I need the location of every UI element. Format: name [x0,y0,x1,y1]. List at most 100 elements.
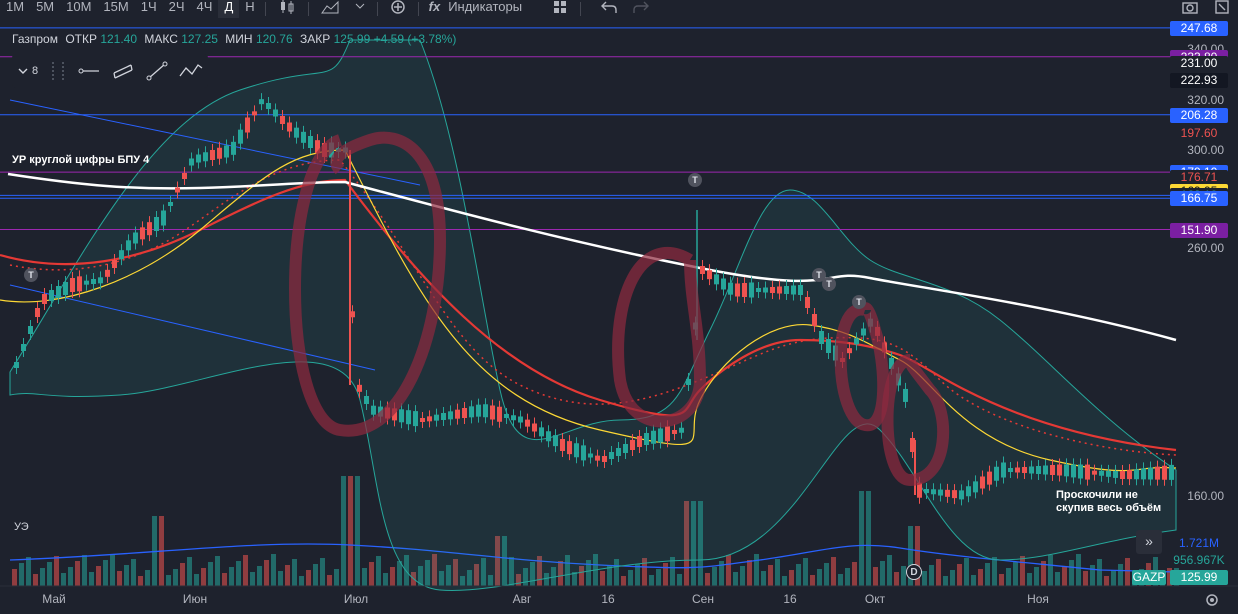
drag-handle[interactable] [52,62,65,80]
volume-bar [656,569,661,586]
volume-bar [712,567,717,586]
candle-body [861,328,866,336]
volume-bar [572,572,577,586]
volume-bar [1069,560,1074,586]
candle-body [91,279,96,284]
volume-bar [194,574,199,586]
volume-bar [460,576,465,586]
candle-body [644,433,649,445]
volume-bar [264,560,269,586]
redo-icon[interactable] [625,0,657,18]
trend-line-tool[interactable] [140,56,174,86]
ma-white-line [7,172,1177,342]
volume-bar [670,557,675,586]
volume-bar [747,560,752,586]
candle-body [917,482,922,498]
volume-bar [54,556,59,586]
undo-icon[interactable] [593,0,625,18]
volume-bar [845,568,850,586]
timeframe-3[interactable]: 15М [103,0,129,14]
dividend-marker-icon[interactable]: D [906,564,922,580]
volume-bar [278,571,283,586]
timeframe-1[interactable]: 5М [36,0,55,14]
trade-marker-icon[interactable]: T [688,173,702,187]
volume-bar [894,572,899,586]
note-annotation-line2: скупив весь объём [1056,502,1162,514]
price-label: 166.75 [1170,191,1228,207]
candle-body [448,411,453,420]
timeframe-8[interactable]: Н [245,0,255,14]
candle-body [735,283,740,297]
timeframe-4[interactable]: 1Ч [140,0,157,14]
candle-body [1169,464,1174,480]
ma-yellow-line [0,149,1177,472]
scroll-to-realtime-button[interactable]: » [1136,530,1162,554]
candle-body [1162,465,1167,480]
volume-bar [1034,567,1039,586]
timeframe-2[interactable]: 10М [66,0,92,14]
close-value: 125.99 [333,32,371,46]
toolbar-divider [580,2,582,16]
templates-icon[interactable] [544,0,576,18]
candle-body [721,278,726,290]
candle-body [350,311,355,318]
trade-marker-icon[interactable]: T [852,295,866,309]
volume-bar [831,557,836,586]
indicators-button[interactable]: fx Индикаторы [423,0,528,18]
trade-marker-icon[interactable]: T [24,268,38,282]
volume-bar [964,558,969,586]
candle-body [280,116,285,124]
candle-body [301,131,306,143]
candle-body [770,287,775,293]
camera-icon[interactable] [1174,0,1206,18]
parallel-channel-tool[interactable] [106,56,140,86]
path-tool[interactable] [174,56,208,86]
candle-body [994,466,999,481]
timeframe-5[interactable]: 2Ч [168,0,185,14]
volume-bar [40,568,45,586]
candle-body [308,136,313,148]
drawing-toolbar: 8 [12,54,209,88]
volume-bar [1055,572,1060,586]
candle-body [924,489,929,493]
trade-marker-icon[interactable]: T [822,277,836,291]
volume-bar [978,569,983,586]
price-label: 956.967K [1170,553,1228,568]
candle-body [413,411,418,427]
horizontal-line-tool[interactable] [72,56,106,86]
fullscreen-icon[interactable] [1206,0,1238,18]
timeframe-6[interactable]: 4Ч [196,0,213,14]
candle-body [1113,470,1118,478]
add-circle-icon[interactable] [382,0,414,18]
trade-marker-icon[interactable]: T [812,268,826,282]
volume-bar [544,573,549,586]
candle-body [252,111,257,116]
candle-body [931,489,936,495]
volume-bar [796,564,801,586]
gear-icon[interactable] [1204,592,1220,608]
price-label: 206.28 [1170,107,1228,123]
candle-body [567,441,572,455]
candle-body [707,270,712,280]
volume-bar [334,569,339,586]
drawings-count[interactable]: 8 [12,65,44,77]
area-chart-icon[interactable] [313,0,347,18]
open-label: ОТКР [65,32,97,46]
chevron-down-icon [18,68,28,74]
candle-body [315,140,320,154]
timeframe-0[interactable]: 1М [6,0,25,14]
candle-body [525,419,530,427]
timeframe-7[interactable]: Д [218,0,240,18]
parallel-channel-icon [113,64,133,79]
bollinger-band [9,39,1177,591]
symbol-badge: GAZP [1132,570,1166,585]
candle-body [777,286,782,294]
candle-body [420,418,425,422]
candle-body [665,426,670,442]
volume-bar [355,476,360,586]
candle-body [1127,470,1132,480]
volume-bar [285,565,290,586]
chevron-down-icon[interactable] [347,0,373,18]
candles-icon[interactable] [270,0,304,18]
